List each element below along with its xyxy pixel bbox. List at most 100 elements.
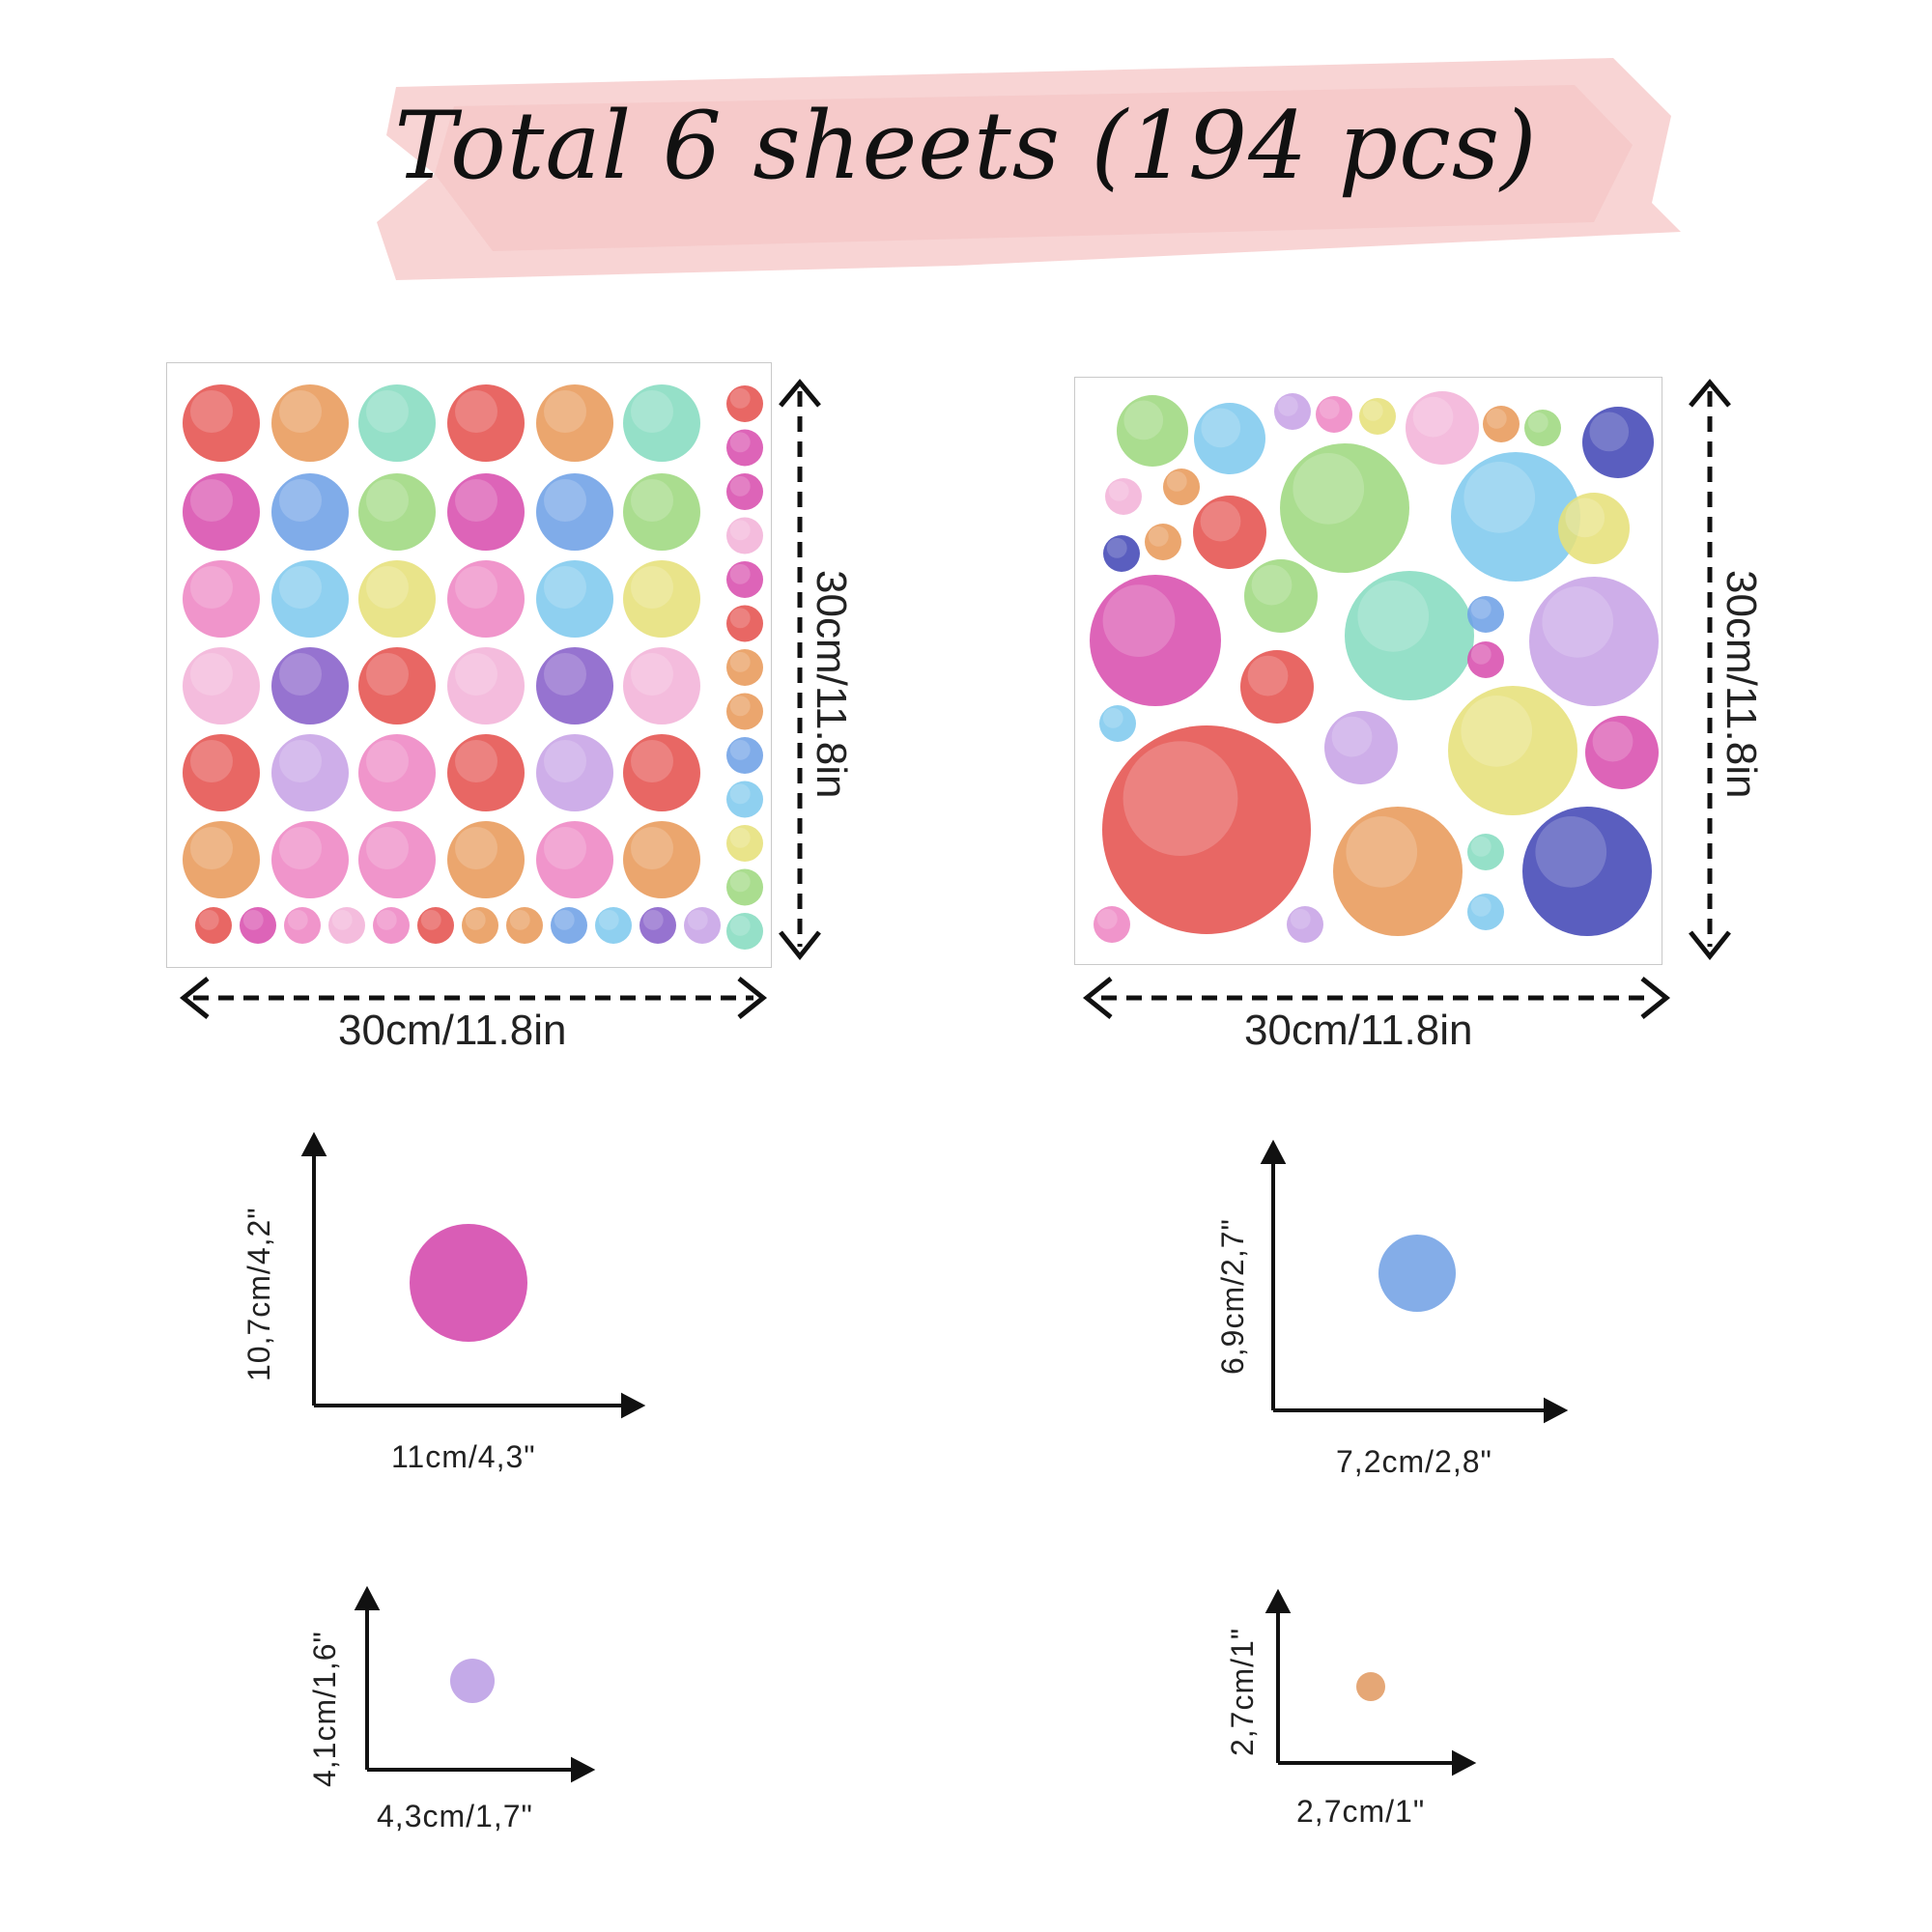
sticker-dot [183,734,260,811]
sticker-dot [623,560,700,638]
sticker-dot [1467,641,1504,678]
sheet-1-dots [183,384,763,950]
sticker-dot-small [417,907,454,944]
sticker-dot [623,821,700,898]
sticker-dot [1522,807,1652,936]
size-2-sample-dot [1378,1235,1456,1312]
sticker-dot [1451,452,1580,582]
sheet-2-dots [1090,391,1659,943]
sticker-dot [1467,596,1504,633]
sticker-dot-small [726,781,763,818]
sticker-dot [1105,478,1142,515]
sticker-dot [447,560,525,638]
sticker-dot [1345,571,1474,700]
sticker-dot-small [726,825,763,862]
size-3-sample-dot [450,1659,495,1703]
sticker-dot-small [551,907,587,944]
size-3-width-label: 4,3cm/1,7" [377,1799,533,1833]
sticker-dot [623,647,700,724]
sticker-dot [1274,393,1311,430]
size-4-height-label: 2,7cm/1" [1225,1627,1260,1756]
sticker-dot [183,821,260,898]
sticker-dot [1117,395,1188,467]
sticker-dot [1316,396,1352,433]
sticker-dot-small [726,693,763,730]
sticker-dot [536,473,613,551]
sticker-dot-small [328,907,365,944]
sticker-dot [1090,575,1221,706]
size-2-height-label: 6,9cm/2,7" [1215,1218,1250,1375]
sticker-dot [447,821,525,898]
sheet-2-width-label: 30cm/11.8in [1244,1007,1473,1054]
size-1-sample-dot [410,1224,527,1342]
sticker-dot-small [373,907,410,944]
sticker-dot-small [595,907,632,944]
sticker-dot [358,473,436,551]
sticker-dot [536,560,613,638]
sticker-dot [1287,906,1323,943]
sticker-dot-small [726,561,763,598]
sticker-dot [1467,894,1504,930]
sticker-dot [271,473,349,551]
sticker-dot-small [726,737,763,774]
size-4-sample-dot [1356,1672,1385,1701]
sticker-dot [271,560,349,638]
sticker-dot [447,473,525,551]
sticker-dot [1483,406,1520,442]
size-3-height-label: 4,1cm/1,6" [307,1631,342,1787]
sticker-dot [1240,650,1314,724]
sticker-dot [358,384,436,462]
sticker-dot [183,560,260,638]
sticker-dot [447,734,525,811]
sticker-dot [271,821,349,898]
size-1-width-label: 11cm/4,3" [391,1439,536,1474]
sticker-dot [1163,469,1200,505]
sticker-dot [1324,711,1398,784]
sticker-dot [358,734,436,811]
sticker-dot-small [726,913,763,950]
sticker-dot [536,647,613,724]
sticker-dot [1406,391,1479,465]
sheet-1-width-label: 30cm/11.8in [338,1007,567,1054]
sticker-dot [1333,807,1463,936]
sticker-dot [1359,398,1396,435]
title-brush-banner [377,58,1681,280]
sticker-dot-small [726,605,763,642]
sticker-dot-small [726,473,763,510]
sticker-dot [1145,524,1181,560]
sticker-dot [1529,577,1659,706]
sheet-2-height-label: 30cm/11.8in [1718,570,1765,799]
sticker-sheet-2 [1074,377,1662,965]
sticker-dot [1448,686,1577,815]
sticker-dot [536,821,613,898]
sticker-dot [1244,559,1318,633]
sticker-dot [623,473,700,551]
sticker-dot [1280,443,1409,573]
sticker-dot [1103,535,1140,572]
sticker-dot-small [240,907,276,944]
size-4-width-label: 2,7cm/1" [1296,1794,1426,1829]
sticker-dot [1094,906,1130,943]
sticker-dot [1193,496,1266,569]
sticker-dot-small [284,907,321,944]
sticker-dot [1582,407,1654,478]
page-title: Total 6 sheets (194 pcs) [394,92,1538,200]
sticker-dot [271,734,349,811]
sticker-dot [358,647,436,724]
sticker-dot [623,734,700,811]
sticker-dot [183,473,260,551]
sticker-dot [1585,716,1659,789]
sticker-dot-small [726,517,763,554]
sticker-dot [183,384,260,462]
size-2-width-label: 7,2cm/2,8" [1336,1444,1492,1479]
sheet-1-height-label: 30cm/11.8in [808,570,855,799]
sticker-dot-small [726,649,763,686]
sticker-dot [358,560,436,638]
sticker-dot [271,647,349,724]
sticker-dot [536,384,613,462]
sticker-dot [1102,725,1311,934]
sticker-dot [1099,705,1136,742]
sticker-dot-small [639,907,676,944]
sticker-dot-small [726,385,763,422]
sticker-dot [183,647,260,724]
